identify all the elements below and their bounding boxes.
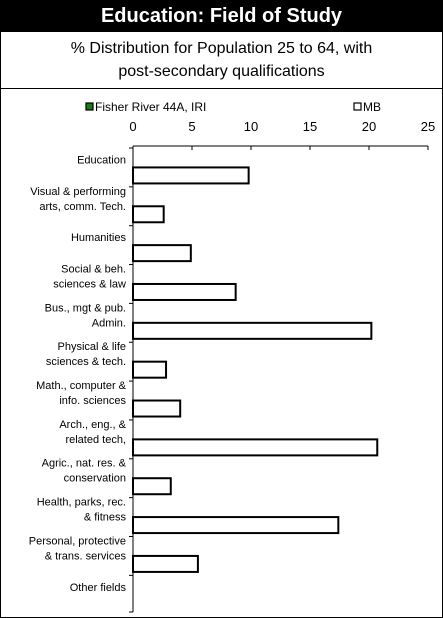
category-label: & fitness	[84, 512, 127, 524]
category-label: Humanities	[71, 232, 127, 244]
bar-mb	[132, 477, 172, 496]
category-label: conservation	[64, 473, 126, 485]
bar-mb	[132, 516, 340, 535]
category-label: & trans. services	[45, 550, 127, 562]
bar-mb	[132, 205, 165, 224]
bar-mb	[132, 554, 199, 573]
category-label: Other fields	[70, 582, 127, 594]
category-label: Education	[77, 154, 126, 166]
legend-swatch	[85, 102, 94, 111]
bar-mb	[132, 244, 192, 263]
category-label: Personal, protective	[29, 535, 126, 547]
bar-mb	[132, 282, 237, 301]
bar-mb	[132, 438, 379, 457]
category-label: sciences & tech.	[46, 356, 126, 368]
subtitle-line-2: post-secondary qualifications	[118, 63, 325, 80]
category-label: Agric., nat. res. &	[42, 458, 127, 470]
bar-mb	[132, 360, 168, 379]
x-tick-label: 25	[421, 119, 435, 134]
category-label: Math., computer &	[36, 380, 127, 392]
category-label: Physical & life	[58, 341, 126, 353]
bar-mb	[132, 166, 250, 185]
x-tick-label: 15	[303, 119, 317, 134]
bar-mb	[132, 321, 373, 340]
category-label: arts, comm. Tech.	[39, 201, 126, 213]
subtitle-line-1: % Distribution for Population 25 to 64, …	[70, 40, 373, 57]
category-label: Admin.	[92, 317, 126, 329]
x-tick-label: 10	[244, 119, 258, 134]
category-label: Social & beh.	[61, 263, 126, 275]
category-label: Bus., mgt & pub.	[45, 302, 126, 314]
chart-subtitle: % Distribution for Population 25 to 64, …	[1, 33, 442, 89]
bar-mb	[132, 399, 182, 418]
legend-swatch	[353, 102, 362, 111]
category-label: info. sciences	[59, 395, 126, 407]
x-tick-label: 0	[129, 119, 136, 134]
legend-label: MB	[363, 100, 381, 114]
category-label: Arch., eng., &	[59, 419, 126, 431]
category-label: related tech,	[65, 434, 126, 446]
category-label: sciences & law	[53, 278, 126, 290]
legend-label: Fisher River 44A, IRI	[95, 100, 206, 114]
chart-title: Education: Field of Study	[1, 1, 442, 32]
category-label: Visual & performing	[30, 186, 126, 198]
x-tick-label: 20	[362, 119, 376, 134]
x-tick-label: 5	[188, 119, 195, 134]
category-label: Health, parks, rec.	[37, 497, 126, 509]
